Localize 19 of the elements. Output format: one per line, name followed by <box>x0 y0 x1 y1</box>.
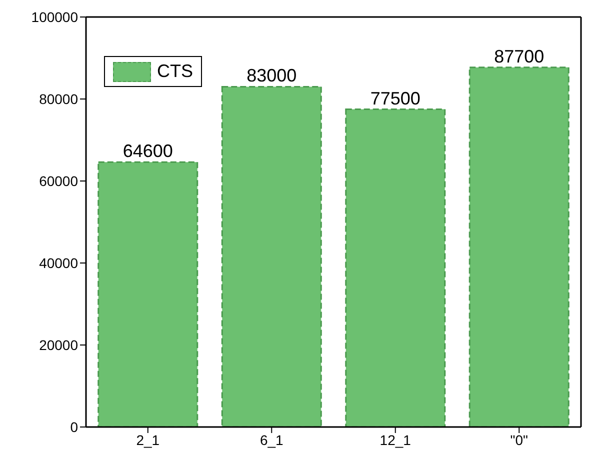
legend-label: CTS <box>157 61 193 82</box>
y-tick-label: 60000 <box>39 172 78 189</box>
bar <box>221 86 322 427</box>
data-label: 77500 <box>370 88 420 108</box>
x-tick-label: 6_1 <box>260 432 284 448</box>
y-tick-label: 40000 <box>39 254 78 271</box>
bar <box>345 108 446 427</box>
y-tick-label: 0 <box>70 418 78 435</box>
data-label: 64600 <box>122 141 173 162</box>
bar <box>468 66 570 427</box>
x-tick-label: 12_1 <box>380 432 412 448</box>
y-tick-label: 100000 <box>31 8 78 25</box>
data-label: 87700 <box>494 46 544 66</box>
x-tick-label: "0" <box>510 432 528 448</box>
data-label: 83000 <box>246 66 297 86</box>
y-tick-label: 20000 <box>39 336 78 353</box>
bar <box>98 161 198 427</box>
y-tick-label: 80000 <box>39 90 78 107</box>
x-tick-label: 2_1 <box>136 432 160 448</box>
